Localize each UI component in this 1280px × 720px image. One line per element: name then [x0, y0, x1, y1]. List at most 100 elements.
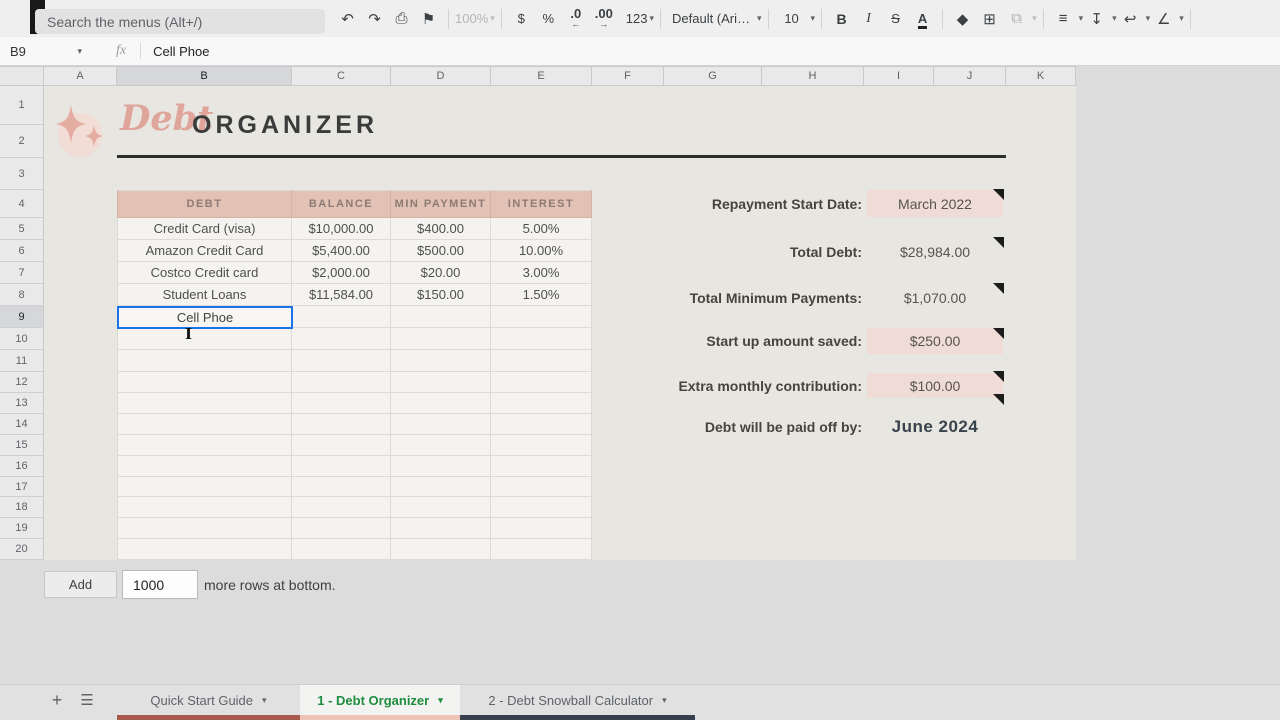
row-header-12[interactable]: 12	[0, 372, 44, 393]
table-cell[interactable]	[391, 350, 491, 372]
menu-search-input[interactable]: Search the menus (Alt+/)	[35, 9, 325, 34]
table-cell[interactable]	[491, 456, 592, 477]
table-cell[interactable]	[292, 393, 391, 414]
table-cell[interactable]	[391, 497, 491, 518]
table-cell[interactable]	[117, 414, 292, 435]
row-header-15[interactable]: 15	[0, 435, 44, 456]
table-cell[interactable]: Credit Card (visa)	[117, 218, 292, 240]
table-header-cell[interactable]: BALANCE	[292, 190, 391, 218]
format-percent-button[interactable]: %	[542, 11, 555, 26]
sheet-tab[interactable]: 2 - Debt Snowball Calculator ▾	[460, 685, 695, 715]
row-header-14[interactable]: 14	[0, 414, 44, 435]
table-cell[interactable]	[391, 328, 491, 350]
row-header-7[interactable]: 7	[0, 262, 44, 284]
table-cell[interactable]	[491, 414, 592, 435]
table-cell[interactable]	[117, 393, 292, 414]
row-header-1[interactable]: 1	[0, 86, 44, 125]
font-family-select[interactable]: Default (Ari…	[672, 11, 751, 26]
row-header-10[interactable]: 10	[0, 328, 44, 350]
table-header-cell[interactable]: MIN PAYMENT	[391, 190, 491, 218]
column-header-I[interactable]: I	[864, 66, 934, 86]
column-header-G[interactable]: G	[664, 66, 762, 86]
row-header-17[interactable]: 17	[0, 477, 44, 497]
undo-icon[interactable]: ↶	[341, 10, 354, 28]
table-cell[interactable]	[117, 456, 292, 477]
zoom-select[interactable]: 100%	[455, 11, 489, 26]
row-header-3[interactable]: 3	[0, 158, 44, 190]
row-header-16[interactable]: 16	[0, 456, 44, 477]
table-cell[interactable]: $150.00	[391, 284, 491, 306]
row-header-19[interactable]: 19	[0, 518, 44, 539]
formula-input[interactable]: Cell Phoe	[153, 43, 210, 59]
column-header-H[interactable]: H	[762, 66, 864, 86]
table-cell[interactable]	[391, 372, 491, 393]
table-cell[interactable]: $400.00	[391, 218, 491, 240]
vertical-align-icon[interactable]: ↧	[1090, 10, 1103, 28]
summary-value-cell[interactable]: $250.00	[867, 328, 1003, 354]
table-cell[interactable]	[491, 350, 592, 372]
table-cell[interactable]	[117, 539, 292, 560]
print-icon[interactable]: ⎙	[395, 10, 408, 27]
table-cell[interactable]	[292, 477, 391, 497]
table-cell[interactable]	[391, 435, 491, 456]
column-header-D[interactable]: D	[391, 66, 491, 86]
table-cell[interactable]: $10,000.00	[292, 218, 391, 240]
row-header-13[interactable]: 13	[0, 393, 44, 414]
paint-format-icon[interactable]: ⚑	[421, 10, 436, 28]
rows-count-input[interactable]: 1000	[122, 570, 198, 599]
select-all-corner[interactable]	[0, 66, 44, 86]
table-cell[interactable]	[491, 435, 592, 456]
horizontal-align-icon[interactable]: ≡	[1058, 10, 1068, 27]
table-cell[interactable]	[117, 435, 292, 456]
summary-value-cell[interactable]: $28,984.00	[899, 244, 971, 260]
column-header-C[interactable]: C	[292, 66, 391, 86]
table-header-cell[interactable]: DEBT	[117, 190, 292, 218]
table-cell[interactable]: 1.50%	[491, 284, 592, 306]
table-cell[interactable]	[292, 372, 391, 393]
decrease-decimal-button[interactable]: .0 ←	[562, 7, 590, 29]
table-cell[interactable]: 3.00%	[491, 262, 592, 284]
table-cell[interactable]	[117, 518, 292, 539]
table-cell[interactable]	[491, 328, 592, 350]
table-cell[interactable]	[117, 350, 292, 372]
active-cell-editor[interactable]: Cell Phoe	[117, 306, 293, 329]
name-box[interactable]: B9 ▾	[0, 44, 88, 59]
add-sheet-icon[interactable]: +	[51, 689, 63, 710]
column-header-E[interactable]: E	[491, 66, 592, 86]
table-cell[interactable]: 5.00%	[491, 218, 592, 240]
summary-value-cell[interactable]: March 2022	[867, 190, 1003, 217]
all-sheets-icon[interactable]: ☰	[80, 692, 94, 709]
summary-value-cell[interactable]: $100.00	[867, 373, 1003, 398]
table-cell[interactable]: Costco Credit card	[117, 262, 292, 284]
row-header-18[interactable]: 18	[0, 497, 44, 518]
row-header-2[interactable]: 2	[0, 125, 44, 158]
font-size-select[interactable]: 10	[784, 11, 799, 26]
table-cell[interactable]	[491, 539, 592, 560]
row-header-9[interactable]: 9	[0, 306, 44, 328]
column-header-F[interactable]: F	[592, 66, 664, 86]
table-cell[interactable]	[391, 306, 491, 328]
table-cell[interactable]	[491, 393, 592, 414]
table-cell[interactable]	[391, 539, 491, 560]
table-cell[interactable]: $2,000.00	[292, 262, 391, 284]
increase-decimal-button[interactable]: .00 →	[590, 7, 618, 29]
table-cell[interactable]	[292, 497, 391, 518]
summary-value-cell[interactable]: $1,070.00	[903, 290, 967, 306]
table-cell[interactable]: $20.00	[391, 262, 491, 284]
summary-value-cell[interactable]: June 2024	[891, 417, 979, 436]
add-rows-button[interactable]: Add	[44, 571, 117, 598]
bold-button[interactable]: B	[836, 10, 847, 27]
table-cell[interactable]	[117, 328, 292, 350]
table-cell[interactable]	[391, 477, 491, 497]
row-header-6[interactable]: 6	[0, 240, 44, 262]
row-header-11[interactable]: 11	[0, 350, 44, 372]
row-header-4[interactable]: 4	[0, 190, 44, 218]
table-cell[interactable]	[491, 306, 592, 328]
table-cell[interactable]	[391, 456, 491, 477]
table-cell[interactable]	[292, 306, 391, 328]
merge-cells-icon[interactable]: ⧉	[1011, 10, 1022, 27]
more-formats-button[interactable]: 123	[625, 11, 648, 26]
table-cell[interactable]	[491, 372, 592, 393]
table-cell[interactable]	[391, 518, 491, 539]
text-wrap-icon[interactable]: ↩	[1123, 10, 1137, 28]
